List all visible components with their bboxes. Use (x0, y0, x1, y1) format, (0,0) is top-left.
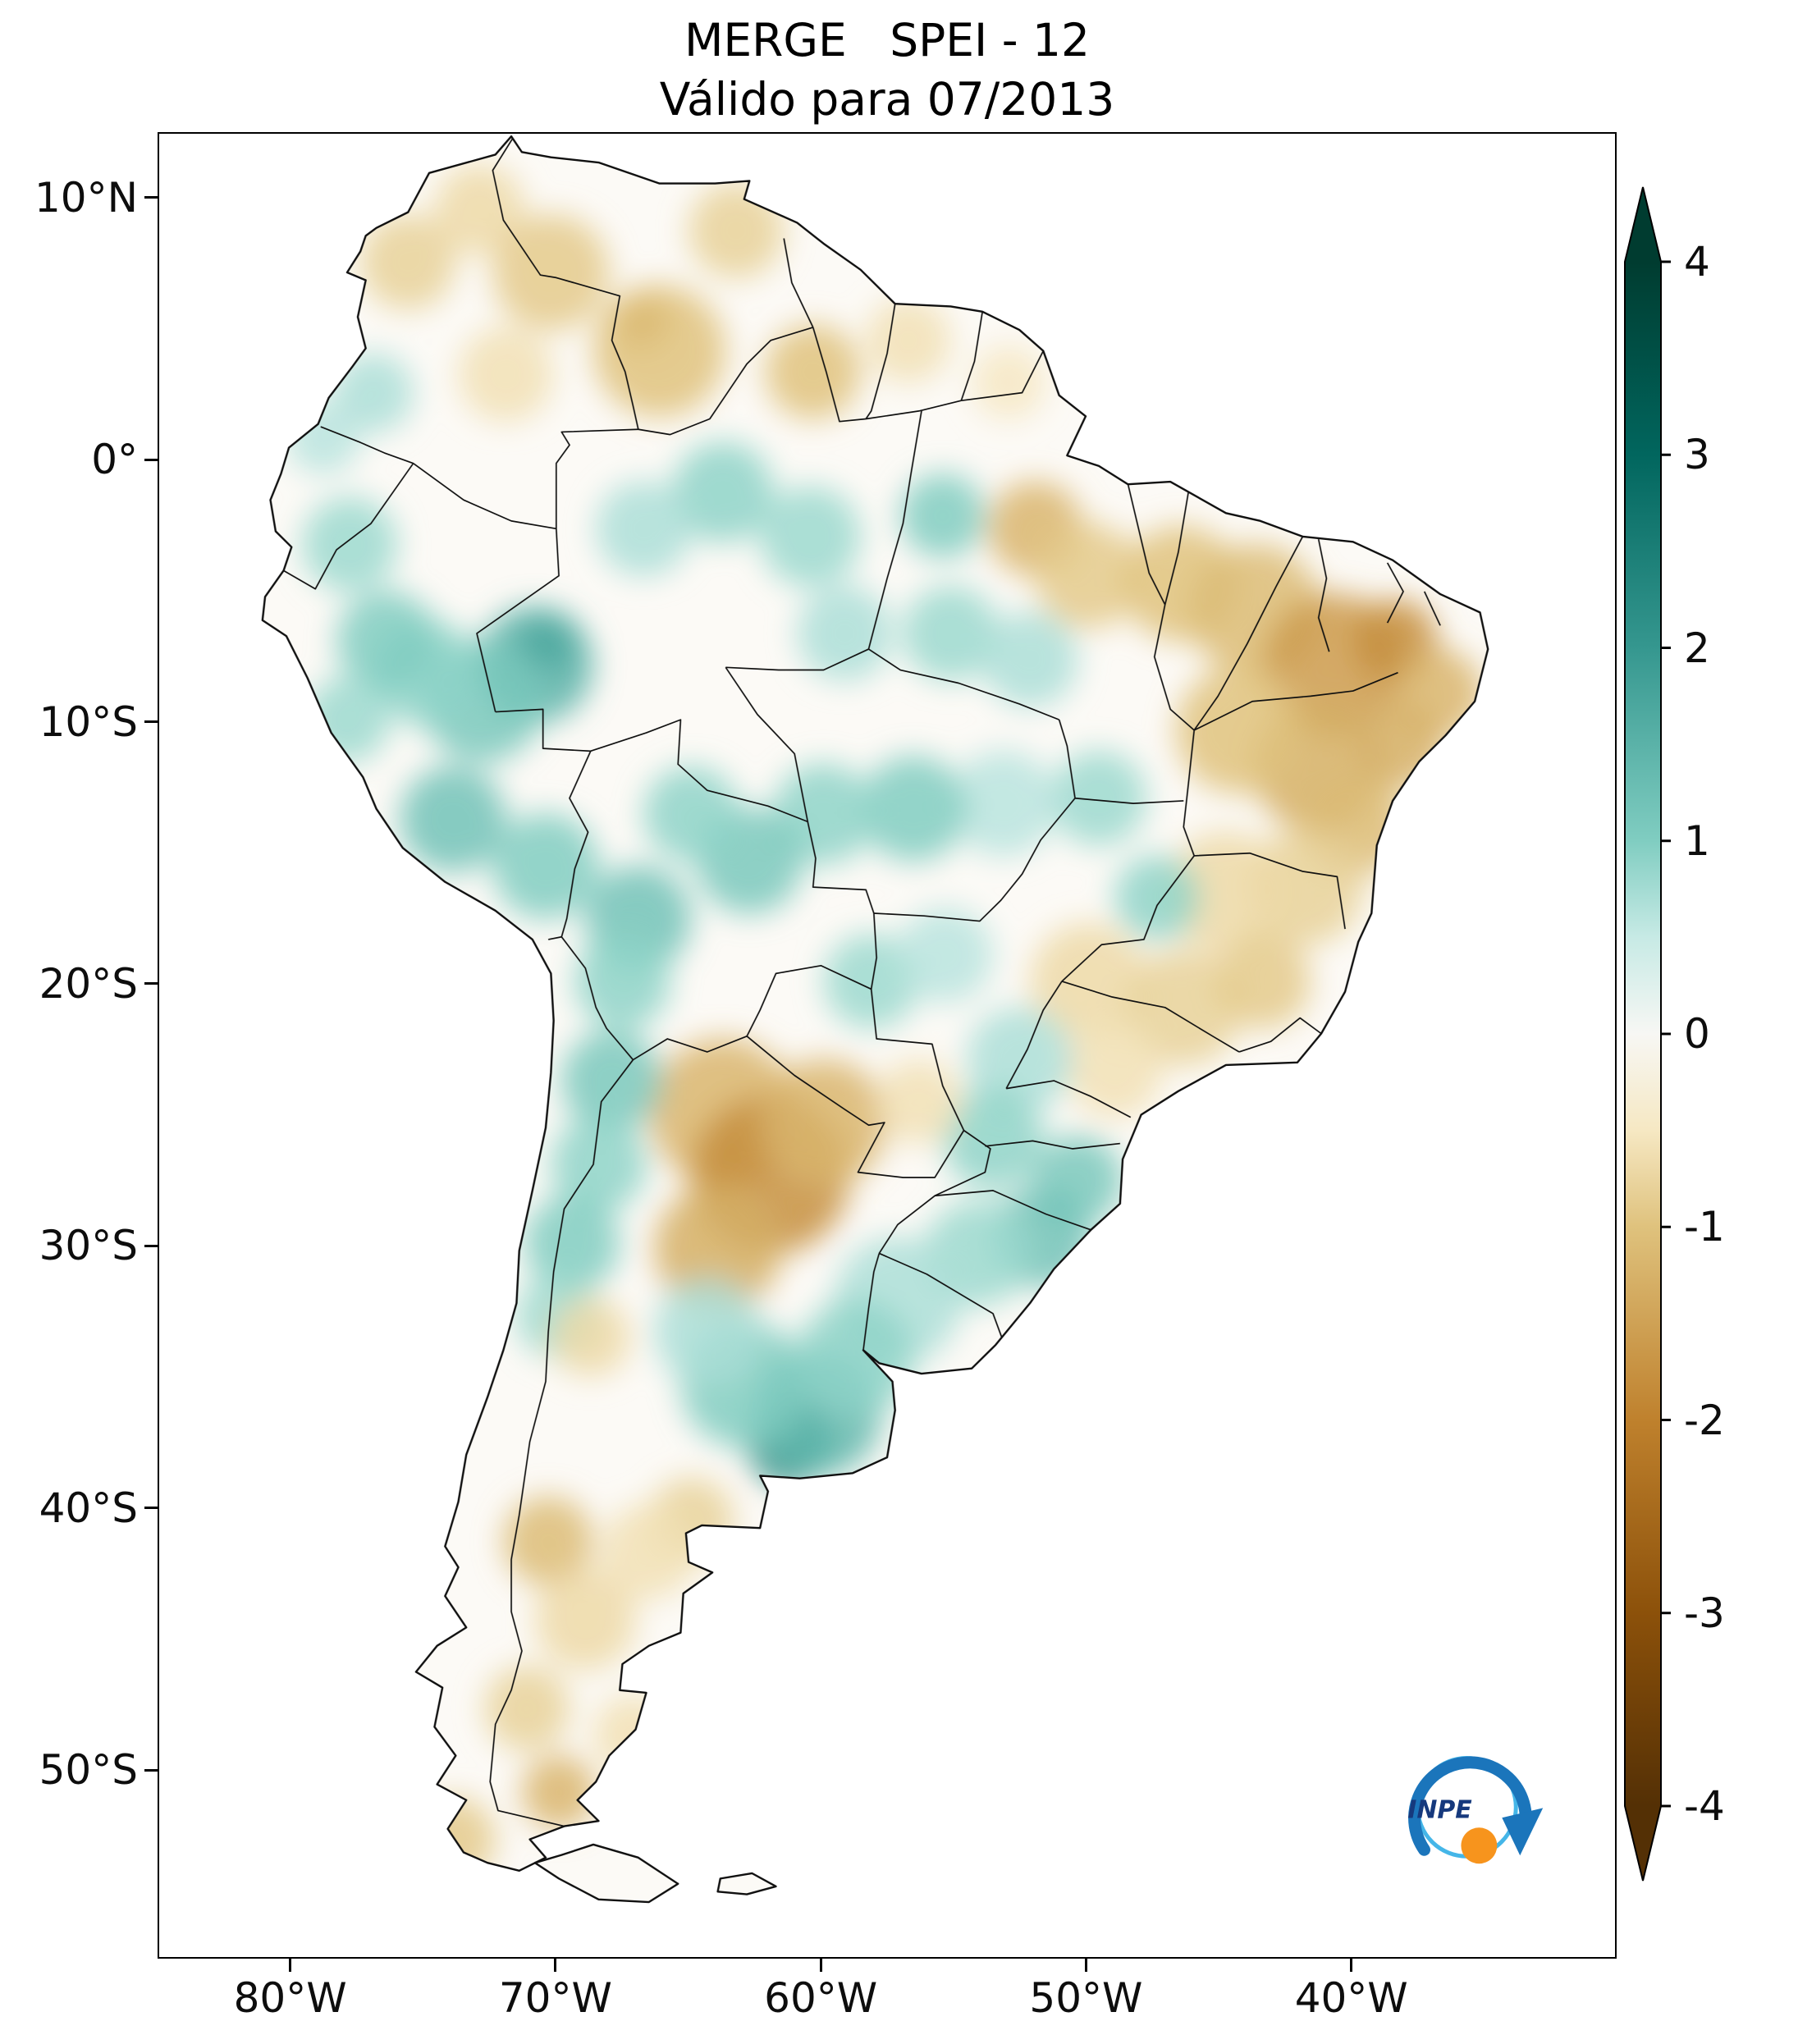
figure-subtitle: Válido para 07/2013 (659, 72, 1115, 126)
colorbar-extend-min (1625, 1806, 1661, 1881)
y-tick-label: 50°S (39, 1746, 138, 1795)
south-america-map: INPE (261, 135, 1544, 1904)
inpe-logo: INPE (1407, 1755, 1544, 1864)
x-tick-label: 80°W (233, 1974, 347, 2022)
y-tick-label: 30°S (39, 1222, 138, 1270)
y-tick-label: 40°S (39, 1484, 138, 1532)
x-tick-mark (1350, 1959, 1353, 1972)
colorbar-tick-label: -1 (1684, 1203, 1725, 1251)
colorbar-bar (1624, 186, 1671, 1882)
coastline (261, 135, 1489, 1904)
inpe-logo-sphere (1461, 1827, 1498, 1864)
x-tick-label: 70°W (498, 1974, 612, 2022)
colorbar-tick-label: 3 (1684, 431, 1710, 479)
colorbar-tick-label: -2 (1684, 1396, 1725, 1444)
x-tick-label: 50°W (1029, 1974, 1143, 2022)
country-state-borders (283, 136, 1441, 1827)
title-block: MERGE SPEI - 12 Válido para 07/2013 (158, 11, 1617, 129)
y-tick-mark (144, 982, 158, 985)
y-tick-label: 20°S (39, 959, 138, 1008)
x-tick-label: 60°W (764, 1974, 878, 2022)
y-tick-label: 10°S (39, 697, 138, 746)
y-tick-mark (144, 1244, 158, 1247)
x-tick-mark (819, 1959, 822, 1972)
inpe-logo-text: INPE (1407, 1795, 1472, 1824)
colorbar-extend-max (1625, 187, 1661, 262)
y-tick-mark (144, 1768, 158, 1772)
colorbar-tick-label: -4 (1684, 1782, 1725, 1830)
y-tick-mark (144, 458, 158, 461)
y-tick-mark (144, 720, 158, 724)
x-tick-mark (1084, 1959, 1087, 1972)
y-tick-mark (144, 196, 158, 199)
x-tick-mark (289, 1959, 292, 1972)
colorbar-tick-label: 0 (1684, 1010, 1710, 1058)
y-tick-mark (144, 1507, 158, 1510)
figure-title: MERGE SPEI - 12 (684, 14, 1091, 66)
colorbar: 4 3 2 1 0 -1 -2 -3 -4 (1623, 186, 1797, 1882)
y-tick-label: 10°N (34, 173, 138, 222)
colorbar-tick-label: 1 (1684, 816, 1710, 865)
colorbar-tick-label: -3 (1684, 1589, 1725, 1637)
colorbar-tick-label: 4 (1684, 238, 1710, 286)
y-tick-label: 0° (91, 436, 138, 484)
spei-field (262, 136, 1489, 1903)
x-tick-mark (554, 1959, 557, 1972)
x-tick-label: 40°W (1294, 1974, 1408, 2022)
inpe-logo-arrowhead (1502, 1808, 1544, 1856)
map-plot-area: INPE (158, 132, 1617, 1959)
colorbar-tick-label: 2 (1684, 624, 1710, 672)
